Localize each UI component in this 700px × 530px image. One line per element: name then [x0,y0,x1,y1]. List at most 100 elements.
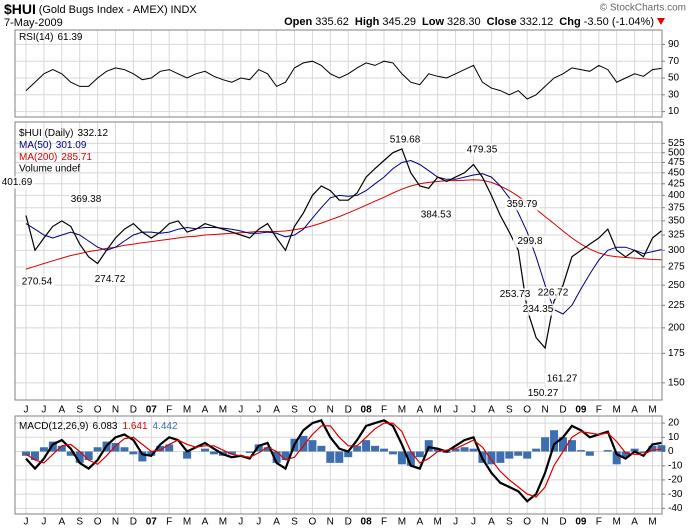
legend-entry: $HUI (Daily) 332.12 [19,128,108,139]
histogram-bar [84,451,93,461]
x-tick-label: J [41,517,46,528]
x-tick-label: A [58,405,65,416]
x-tick-label: A [202,517,209,528]
y-tick-label: -20 [668,475,683,486]
histogram-bar [433,448,442,452]
x-tick-label: F [381,405,387,416]
macd-value: 4.442 [153,421,178,432]
y-tick-label: 225 [668,300,685,311]
histogram-bar [460,447,469,452]
histogram-bar [111,442,120,452]
annotation-bg [513,235,547,248]
x-tick-label: O [523,517,531,528]
annotation: 401.69 [2,177,33,188]
x-tick-label: N [541,517,548,528]
legend-name: MA(50) [19,140,52,151]
x-tick-label: J [24,517,29,528]
x-tick-label: 07 [146,517,158,528]
y-tick-label: -30 [668,489,683,500]
y-tick-label: 10 [668,106,680,117]
histogram-bar [353,445,362,452]
histogram-bar [487,451,496,465]
histogram-bar [201,448,209,452]
histogram-bar [245,451,254,453]
x-tick-label: N [541,405,548,416]
y-tick-label: 10 [668,432,680,443]
histogram-bar [209,451,218,455]
annotation: 519.68 [390,135,421,146]
quote-label: Low [422,16,444,28]
y-tick-label: 300 [668,245,685,256]
annotation: 270.54 [22,277,53,288]
panel-frame [14,121,663,401]
x-tick-label: S [506,517,513,528]
histogram-bar [156,445,165,452]
x-tick-label: N [327,517,334,528]
histogram-bar [344,451,353,458]
x-tick-label: J [238,405,243,416]
credit: © StockCharts.com [600,3,686,14]
histogram-bar [22,451,30,456]
histogram-bar [281,451,290,461]
annotation: 384.53 [421,210,452,221]
histogram-bar [514,451,523,456]
x-tick-label: F [381,517,387,528]
legend-value: 301.09 [56,140,87,151]
annotation-bg [93,273,127,286]
legend-name: $HUI (Daily) [19,128,73,139]
annotation-bg [545,372,579,385]
y-tick-label: 150 [668,377,685,388]
histogram-bar [48,441,57,452]
annotation-bg [526,387,560,400]
annotation: 253.73 [500,289,531,300]
x-tick-label: M [434,405,442,416]
legend-value: 332.12 [77,128,108,139]
histogram-bar [424,440,433,452]
histogram-bar [532,448,541,452]
y-tick-label: 375 [668,202,685,213]
histogram-bar [371,445,380,452]
down-triangle [657,18,665,25]
y-tick-label: -40 [668,503,683,514]
y-tick-label: 90 [668,39,680,50]
annotation-bg [521,303,555,316]
x-tick-label: J [453,517,458,528]
x-tick-label: M [219,517,227,528]
legend-name: MA(200) [19,152,57,163]
x-tick-label: 09 [575,517,587,528]
histogram-bar [397,451,406,465]
y-tick-label: 350 [668,216,685,227]
annotation-bg [465,143,499,156]
x-tick-label: O [94,405,102,416]
x-tick-label: 07 [146,405,158,416]
series-line [25,179,662,270]
quote-value: 328.30 [447,16,481,28]
annotation: 479.35 [467,144,498,155]
histogram-bar [496,451,505,463]
quote-value: 332.12 [520,16,554,28]
series-line [25,60,662,100]
x-tick-label: M [183,517,191,528]
x-tick-label: N [112,405,119,416]
x-tick-label: J [256,405,261,416]
x-tick-label: O [523,405,531,416]
histogram-bar [576,450,585,452]
x-tick-label: M [613,405,621,416]
x-tick-label: 08 [361,517,373,528]
legend-entry: Volume undef [19,164,80,175]
symbol: $HUI [4,1,36,17]
x-tick-label: M [398,517,406,528]
x-tick-label: M [648,517,656,528]
x-tick-label: J [471,517,476,528]
y-tick-label: 325 [668,230,685,241]
chart-title: $HUI (Gold Bugs Index - AMEX) INDX [4,1,197,17]
histogram-bar [541,437,550,452]
histogram-bar [129,451,138,455]
histogram-bar [603,450,612,452]
exchange: INDX [170,4,197,16]
x-tick-label: J [41,405,46,416]
histogram-bar [469,448,478,452]
x-tick-label: F [596,405,602,416]
y-tick-label: 30 [668,89,680,100]
annotation-bg [505,198,539,211]
